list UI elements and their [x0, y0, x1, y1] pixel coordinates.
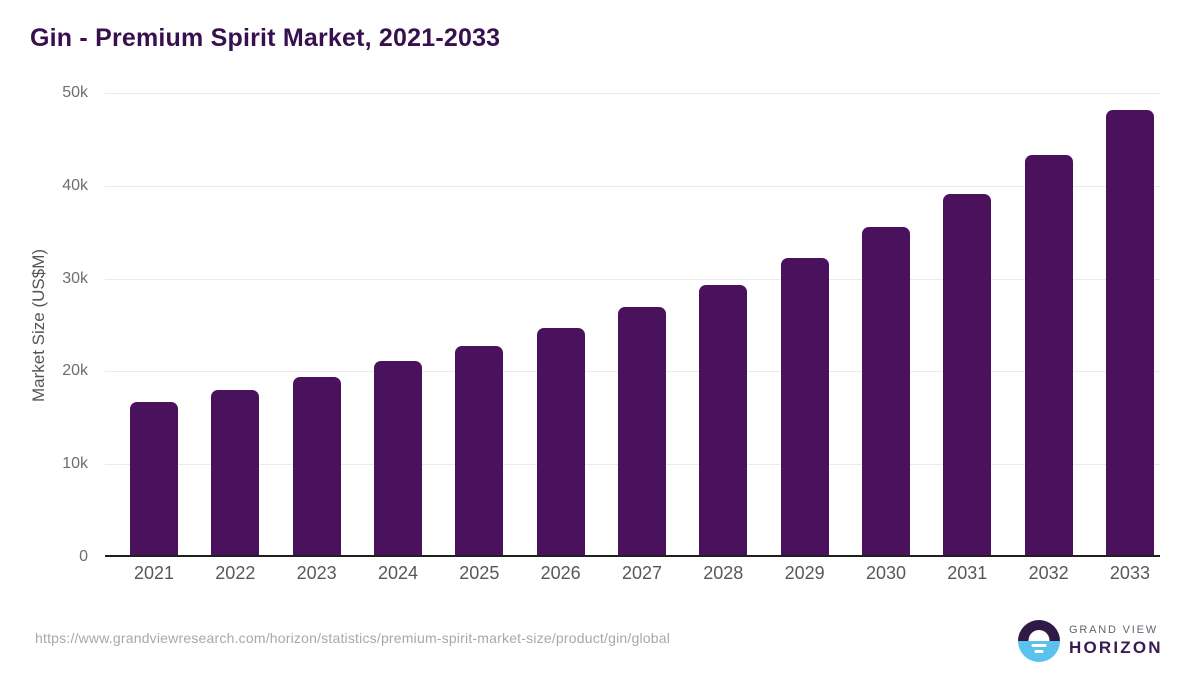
- logo-grand-view-label: GRAND VIEW: [1069, 624, 1158, 636]
- logo-reflection-line: [1031, 644, 1047, 647]
- x-tick-label-2022: 2022: [215, 563, 256, 583]
- x-axis-ticks: 2021 2022 2023 2024 2025 2026 2027 2028 2029 2030…: [105, 563, 1160, 589]
- horizon-sunset-icon: [1018, 620, 1060, 662]
- logo-reflection-line: [1034, 650, 1044, 653]
- logo-horizon-label: HORIZON: [1069, 638, 1163, 657]
- x-tick-label-2028: 2028: [703, 563, 744, 583]
- y-tick-label-10k: 10k: [62, 455, 88, 473]
- x-tick-label-2029: 2029: [784, 563, 825, 583]
- y-tick-label-40k: 40k: [62, 176, 88, 194]
- gridline-40k: [105, 185, 1160, 187]
- x-tick-label-2027: 2027: [621, 563, 662, 583]
- bar-2023: [292, 377, 341, 555]
- x-tick-label-2024: 2024: [377, 563, 418, 583]
- y-tick-label-30k: 30k: [62, 269, 88, 287]
- bar-2032: [1024, 155, 1073, 555]
- bar-2021: [130, 402, 178, 555]
- source-url: https://www.grandviewresearch.com/horizo…: [35, 630, 671, 646]
- bar-2024: [373, 361, 422, 555]
- y-tick-label-50k: 50k: [62, 84, 88, 101]
- logo-text: GRAND VIEW HORIZON: [1069, 624, 1163, 658]
- bar-2025: [455, 346, 504, 555]
- bar-2022: [211, 390, 260, 555]
- x-tick-label-2023: 2023: [296, 563, 337, 583]
- bar-2030: [861, 227, 910, 555]
- logo-dome-shape: [1028, 630, 1050, 641]
- y-axis-ticks: 0 10k 20k 30k 40k 50k: [40, 84, 98, 565]
- x-tick-label-2025: 2025: [459, 563, 500, 583]
- x-tick-label-2032: 2032: [1028, 563, 1069, 583]
- bar-2031: [943, 194, 992, 555]
- x-tick-label-2030: 2030: [865, 563, 906, 583]
- brand-logo: GRAND VIEW HORIZON: [1018, 620, 1163, 662]
- bar-2033: [1105, 110, 1154, 555]
- bar-2029: [780, 258, 829, 555]
- x-tick-label-2031: 2031: [947, 563, 988, 583]
- bar-2028: [699, 285, 748, 555]
- x-tick-label-2021: 2021: [133, 563, 175, 583]
- chart-title: Gin - Premium Spirit Market, 2021-2033: [30, 24, 501, 52]
- x-tick-label-2033: 2033: [1109, 563, 1150, 583]
- y-tick-label-0: 0: [79, 548, 88, 565]
- x-tick-label-2026: 2026: [540, 563, 581, 583]
- gridline-30k: [105, 278, 1160, 280]
- y-tick-label-20k: 20k: [62, 362, 88, 380]
- plot-area: [105, 93, 1160, 557]
- gridline-50k: [105, 93, 1160, 94]
- bar-2027: [617, 307, 666, 555]
- bar-2026: [536, 328, 585, 555]
